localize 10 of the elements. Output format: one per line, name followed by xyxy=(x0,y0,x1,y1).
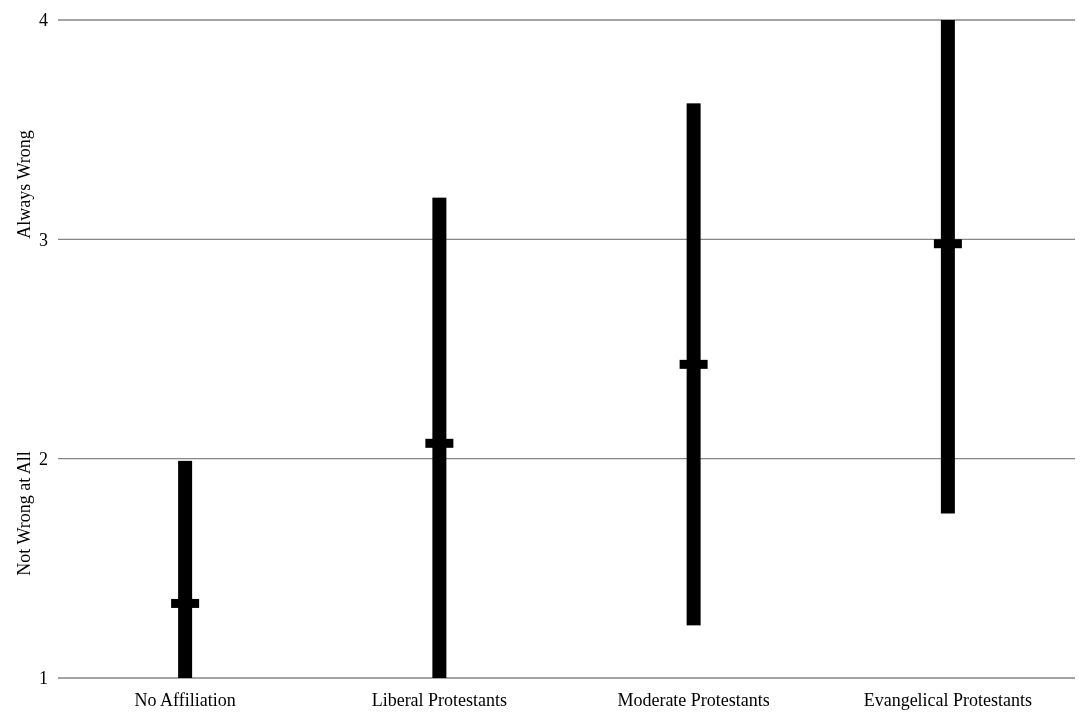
text: Not Wrong at All xyxy=(14,451,34,576)
y-tick-label: 1 xyxy=(39,668,48,689)
x-tick-label: Moderate Protestants xyxy=(617,690,770,711)
y-tick-label: 3 xyxy=(39,229,48,250)
y-tick-label: 2 xyxy=(39,448,48,469)
text: Always Wrong xyxy=(14,130,34,239)
x-tick-label: Evangelical Protestants xyxy=(863,690,1033,711)
x-tick-label: Liberal Protestants xyxy=(371,690,508,711)
x-tick-label: No Affiliation xyxy=(134,690,236,711)
y-tick-label: 4 xyxy=(39,10,48,31)
